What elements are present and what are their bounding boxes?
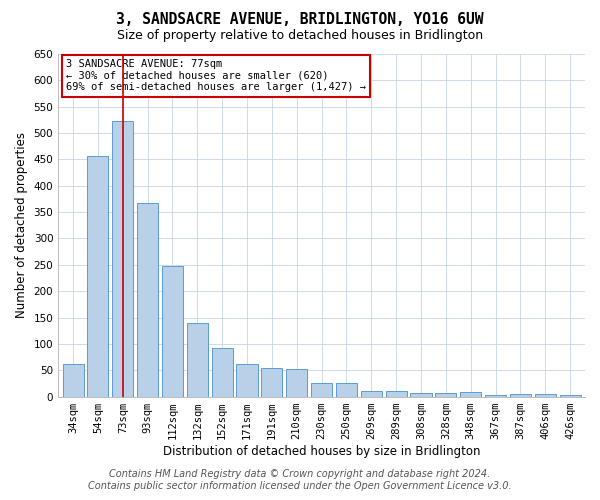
Bar <box>435 394 457 396</box>
Bar <box>535 394 556 396</box>
Bar <box>410 394 431 396</box>
Y-axis label: Number of detached properties: Number of detached properties <box>15 132 28 318</box>
Bar <box>361 391 382 396</box>
Bar <box>560 395 581 396</box>
Bar <box>62 364 83 396</box>
X-axis label: Distribution of detached houses by size in Bridlington: Distribution of detached houses by size … <box>163 444 481 458</box>
Bar <box>262 368 283 396</box>
Bar <box>236 364 257 396</box>
Bar <box>88 156 109 396</box>
Bar <box>187 323 208 396</box>
Bar <box>336 383 357 396</box>
Bar <box>485 395 506 396</box>
Bar <box>460 392 481 396</box>
Bar <box>112 122 133 396</box>
Bar <box>386 391 407 396</box>
Bar <box>137 202 158 396</box>
Text: 3 SANDSACRE AVENUE: 77sqm
← 30% of detached houses are smaller (620)
69% of semi: 3 SANDSACRE AVENUE: 77sqm ← 30% of detac… <box>66 59 366 92</box>
Text: Size of property relative to detached houses in Bridlington: Size of property relative to detached ho… <box>117 29 483 42</box>
Text: Contains HM Land Registry data © Crown copyright and database right 2024.
Contai: Contains HM Land Registry data © Crown c… <box>88 470 512 491</box>
Bar <box>162 266 183 396</box>
Bar <box>286 368 307 396</box>
Text: 3, SANDSACRE AVENUE, BRIDLINGTON, YO16 6UW: 3, SANDSACRE AVENUE, BRIDLINGTON, YO16 6… <box>116 12 484 26</box>
Bar <box>510 394 531 396</box>
Bar <box>311 383 332 396</box>
Bar <box>212 348 233 397</box>
